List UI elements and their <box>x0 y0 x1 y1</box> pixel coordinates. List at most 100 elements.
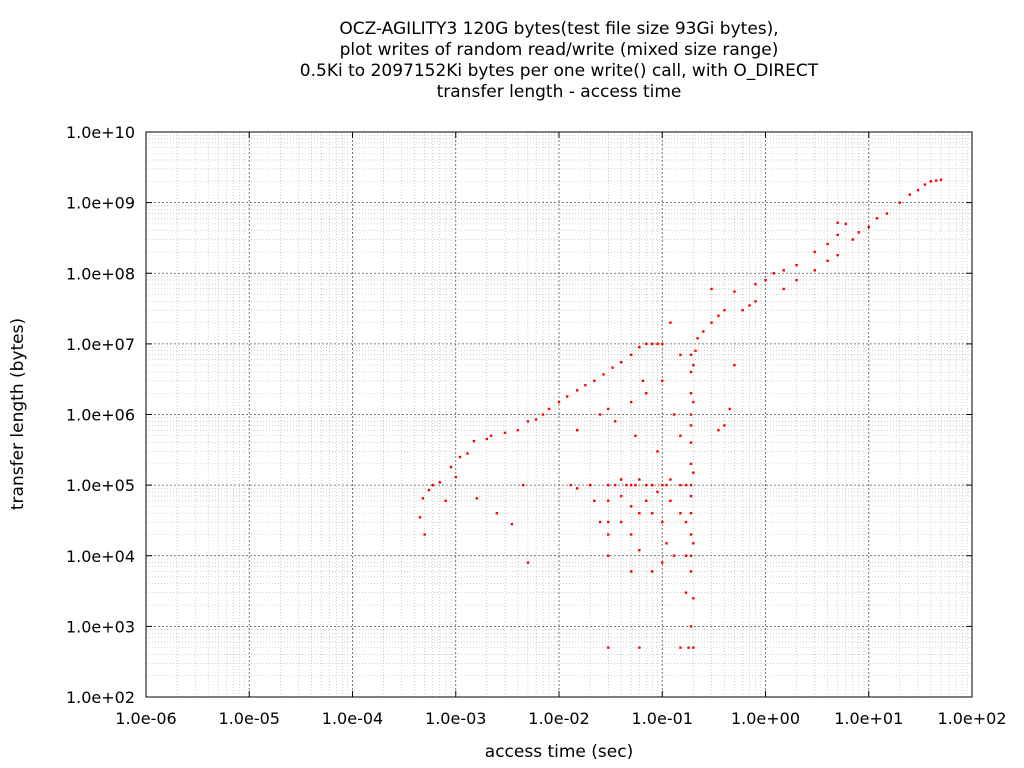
x-tick-labels: 1.0e-06 1.0e-05 1.0e-04 1.0e-03 1.0e-02 1.0e-… <box>115 132 1007 728</box>
title-line-4: transfer length - access time <box>436 82 682 102</box>
data-point <box>689 413 693 416</box>
data-point <box>645 483 648 487</box>
data-point <box>607 554 610 557</box>
data-point <box>867 225 870 229</box>
data-point <box>625 483 628 487</box>
data-point <box>569 483 572 487</box>
data-point <box>619 478 623 481</box>
y-tick-label: 1.0e+07 <box>66 335 135 354</box>
x-tick-label: 1.0e-02 <box>528 709 589 728</box>
data-point <box>656 490 659 494</box>
data-point <box>645 342 648 346</box>
data-point <box>679 646 682 649</box>
data-point <box>421 497 425 500</box>
data-point <box>689 494 693 498</box>
y-tick-label: 1.0e+02 <box>66 688 135 707</box>
data-point <box>598 520 602 524</box>
data-point <box>689 483 693 487</box>
data-point <box>656 450 659 453</box>
data-point <box>651 342 654 346</box>
data-point <box>526 420 530 423</box>
data-point <box>584 383 587 387</box>
data-point <box>672 554 676 557</box>
data-point <box>795 264 798 267</box>
data-point <box>679 434 682 437</box>
data-points <box>418 178 943 649</box>
data-point <box>813 250 816 254</box>
data-point <box>602 373 605 376</box>
major-grid <box>146 132 972 697</box>
data-point <box>836 221 839 224</box>
data-point <box>651 570 654 573</box>
data-point <box>661 483 664 487</box>
data-point <box>689 533 693 536</box>
data-point <box>898 201 902 204</box>
data-point <box>472 439 476 443</box>
data-point <box>638 646 641 649</box>
data-point <box>728 407 731 411</box>
data-point <box>665 483 668 487</box>
data-point <box>645 392 648 395</box>
data-point <box>692 363 695 367</box>
data-point <box>851 238 854 241</box>
x-tick-label: 1.0e-03 <box>425 709 486 728</box>
data-point <box>661 342 664 346</box>
data-point <box>689 441 693 444</box>
data-point <box>575 428 579 432</box>
data-point <box>634 483 637 487</box>
data-point <box>547 407 551 411</box>
data-point <box>613 420 617 423</box>
data-point <box>694 349 697 352</box>
data-point <box>684 483 688 487</box>
data-point <box>689 424 693 427</box>
data-point <box>723 308 726 312</box>
data-point <box>741 308 744 312</box>
data-point <box>588 483 592 487</box>
x-tick-label: 1.0e-04 <box>322 709 383 728</box>
data-point <box>575 487 579 490</box>
data-point <box>679 353 682 357</box>
data-point <box>661 561 664 564</box>
data-point <box>772 272 775 275</box>
data-point <box>934 179 938 182</box>
x-tick-label: 1.0e+01 <box>834 709 903 728</box>
data-point <box>521 483 525 487</box>
data-point <box>689 370 693 374</box>
data-point <box>607 520 610 524</box>
data-point <box>516 428 520 432</box>
data-point <box>656 342 659 346</box>
data-point <box>754 300 757 303</box>
data-point <box>679 512 682 515</box>
data-point <box>510 522 514 526</box>
data-point <box>875 217 879 220</box>
data-point <box>754 282 757 286</box>
y-tick-label: 1.0e+10 <box>66 123 135 142</box>
data-point <box>692 542 695 545</box>
data-point <box>629 400 633 404</box>
data-point <box>607 499 610 502</box>
data-point <box>764 278 767 282</box>
data-point <box>638 478 641 481</box>
data-point <box>427 488 431 492</box>
y-tick-label: 1.0e+06 <box>66 406 135 425</box>
data-point <box>857 231 860 234</box>
data-point <box>423 533 426 536</box>
data-point <box>638 548 641 552</box>
x-tick-label: 1.0e-01 <box>632 709 693 728</box>
data-point <box>613 483 617 487</box>
data-point <box>629 483 633 487</box>
data-point <box>885 212 889 215</box>
data-point <box>689 462 693 466</box>
data-point <box>687 646 690 649</box>
data-point <box>629 533 633 536</box>
data-point <box>836 233 839 237</box>
data-point <box>444 499 447 502</box>
data-point <box>607 483 610 487</box>
data-point <box>692 646 695 649</box>
data-point <box>844 222 848 226</box>
data-point <box>619 361 623 364</box>
data-point <box>939 178 943 182</box>
data-point <box>679 483 682 487</box>
data-point <box>575 389 579 392</box>
